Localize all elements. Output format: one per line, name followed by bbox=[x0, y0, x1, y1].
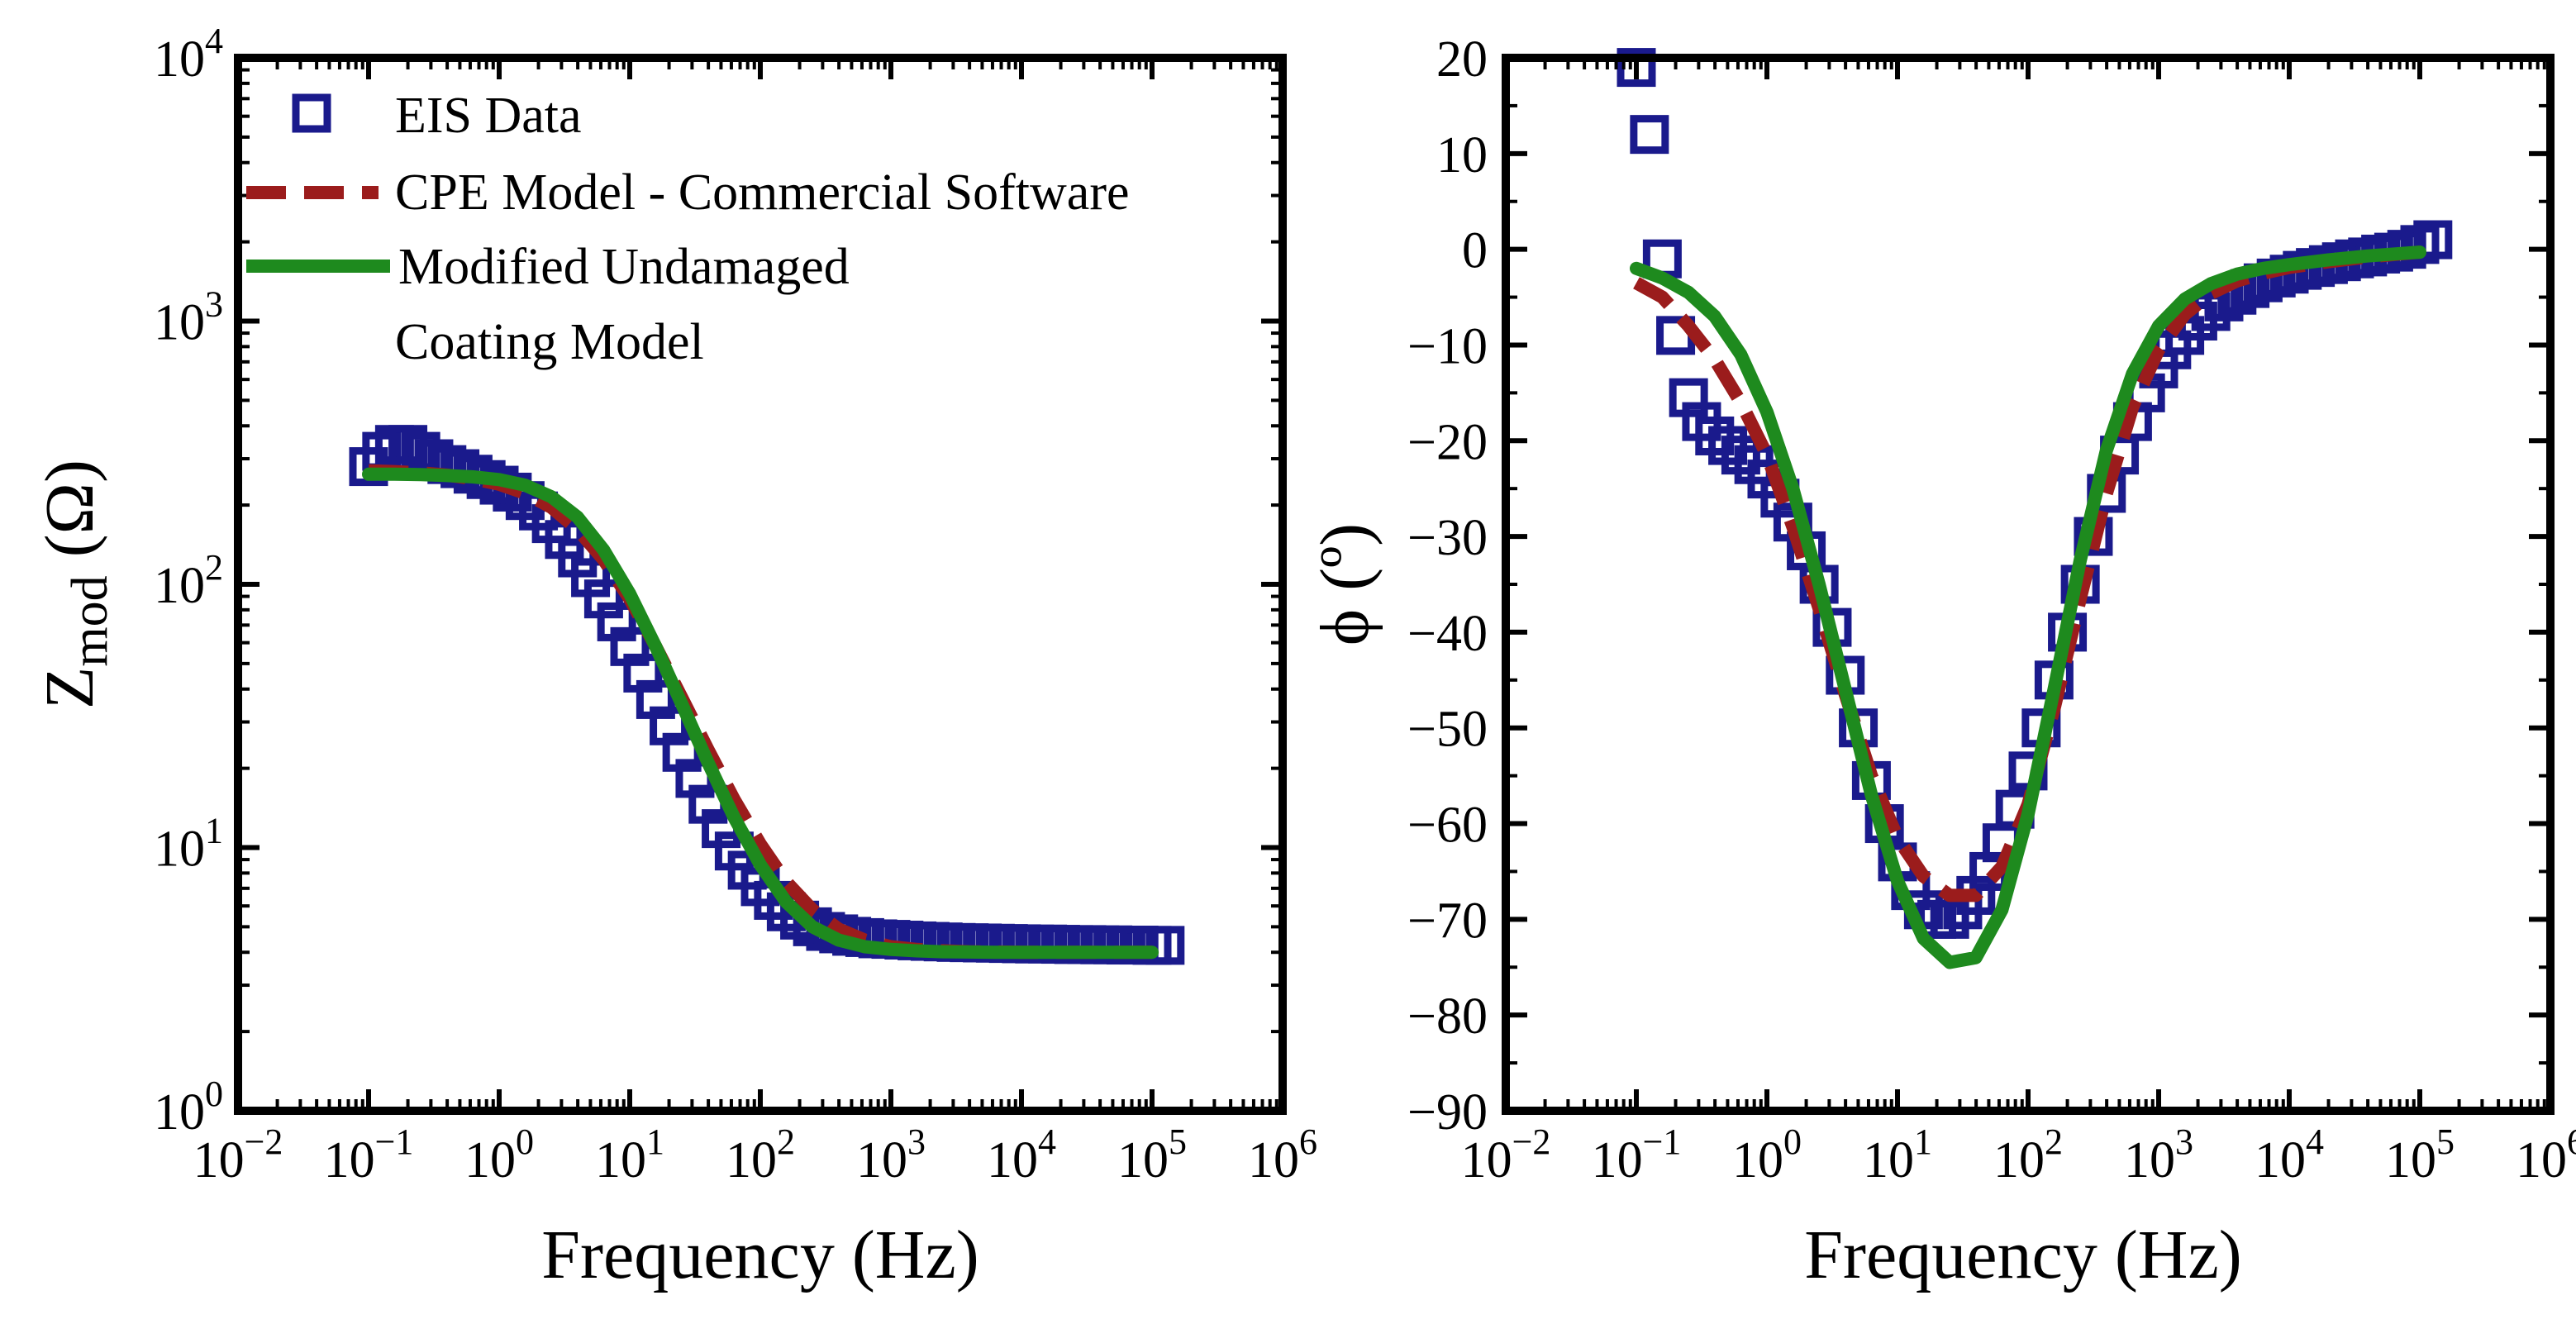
phase-x-axis-title: Frequency (Hz) bbox=[1804, 1217, 2241, 1293]
zmod-y-axis-main: Z bbox=[31, 667, 108, 709]
x-tick-label: 102 bbox=[726, 1122, 795, 1188]
y-tick-label: −20 bbox=[1407, 414, 1488, 470]
legend-label-eis: EIS Data bbox=[395, 88, 582, 144]
y-tick-label: 103 bbox=[154, 284, 223, 351]
y-tick-label: −80 bbox=[1407, 988, 1488, 1045]
x-tick-label: 103 bbox=[2124, 1122, 2193, 1188]
phase-y-axis-title: ϕ (º) bbox=[1307, 523, 1383, 645]
figure: 10−2 10−1 100 101 102 103 104 105 106 1001011021… bbox=[0, 0, 2576, 1324]
x-tick-label: 105 bbox=[1117, 1122, 1187, 1188]
y-tick-label: 0 bbox=[1462, 223, 1488, 279]
phase-y-axis-unit: (º) bbox=[1307, 523, 1383, 591]
zmod-panel: 10−2 10−1 100 101 102 103 104 105 106 1001011021… bbox=[31, 21, 1317, 1293]
x-tick-label: 10−1 bbox=[1592, 1122, 1682, 1188]
legend-label-model-line1: Modified Undamaged bbox=[398, 239, 850, 295]
legend-square-marker bbox=[296, 98, 327, 129]
phase-y-tick-labels: 20 10 0 −10 −20 −30 −40 −50 −60 −70 −80 −90 bbox=[1407, 31, 1488, 1141]
y-tick-label: −60 bbox=[1407, 798, 1488, 854]
y-tick-label: −90 bbox=[1407, 1084, 1488, 1141]
y-tick-label: 101 bbox=[154, 811, 223, 878]
x-tick-label: 10−2 bbox=[193, 1122, 283, 1188]
y-tick-label: −40 bbox=[1407, 606, 1488, 662]
x-tick-label: 104 bbox=[987, 1122, 1056, 1188]
y-tick-label: 10 bbox=[1436, 127, 1488, 183]
zmod-y-tick-labels: 100 101 102 103 104 bbox=[154, 21, 223, 1141]
x-tick-label: 100 bbox=[1732, 1122, 1802, 1188]
x-tick-label: 105 bbox=[2385, 1122, 2455, 1188]
x-tick-label: 106 bbox=[1248, 1122, 1317, 1188]
x-tick-label: 100 bbox=[464, 1122, 534, 1188]
y-tick-label: −50 bbox=[1407, 702, 1488, 758]
zmod-x-tick-labels: 10−2 10−1 100 101 102 103 104 105 106 bbox=[193, 1122, 1317, 1188]
zmod-y-axis-sub: mod bbox=[62, 575, 118, 666]
zmod-x-axis-title: Frequency (Hz) bbox=[541, 1217, 978, 1293]
x-tick-label: 101 bbox=[1863, 1122, 1932, 1188]
x-tick-label: 101 bbox=[595, 1122, 664, 1188]
phase-x-tick-labels: 10−2 10−1 100 101 102 103 104 105 106 bbox=[1461, 1122, 2576, 1188]
y-tick-label: 20 bbox=[1436, 31, 1488, 88]
y-tick-label: 104 bbox=[154, 21, 223, 88]
x-tick-label: 103 bbox=[856, 1122, 926, 1188]
eis-data-point bbox=[1634, 119, 1665, 150]
zmod-y-axis-title: Zmod (Ω) bbox=[31, 460, 118, 709]
phase-y-axis-main: ϕ bbox=[1307, 609, 1383, 645]
x-tick-label: 10−1 bbox=[324, 1122, 414, 1188]
zmod-plot-area bbox=[353, 429, 1181, 961]
x-tick-label: 106 bbox=[2516, 1122, 2576, 1188]
phase-panel: 10−2 10−1 100 101 102 103 104 105 106 20100−10−2… bbox=[1307, 31, 2576, 1293]
legend-label-model-line2: Coating Model bbox=[395, 314, 704, 370]
phase-plot-frame bbox=[1506, 58, 2550, 1111]
phase-ticks bbox=[1506, 58, 2550, 1111]
y-tick-label: −10 bbox=[1407, 318, 1488, 374]
zmod-y-axis-unit: (Ω) bbox=[31, 460, 108, 557]
x-tick-label: 102 bbox=[1993, 1122, 2063, 1188]
x-tick-label: 104 bbox=[2255, 1122, 2324, 1188]
y-tick-label: −70 bbox=[1407, 893, 1488, 949]
legend-label-cpe: CPE Model - Commercial Software bbox=[395, 164, 1130, 221]
phase-plot-area bbox=[1621, 52, 2449, 963]
modified-model-line bbox=[1636, 252, 2420, 962]
legend: EIS Data CPE Model - Commercial Software… bbox=[246, 88, 1130, 370]
y-tick-label: −30 bbox=[1407, 510, 1488, 566]
y-tick-label: 100 bbox=[154, 1074, 223, 1141]
y-tick-label: 102 bbox=[154, 547, 223, 614]
